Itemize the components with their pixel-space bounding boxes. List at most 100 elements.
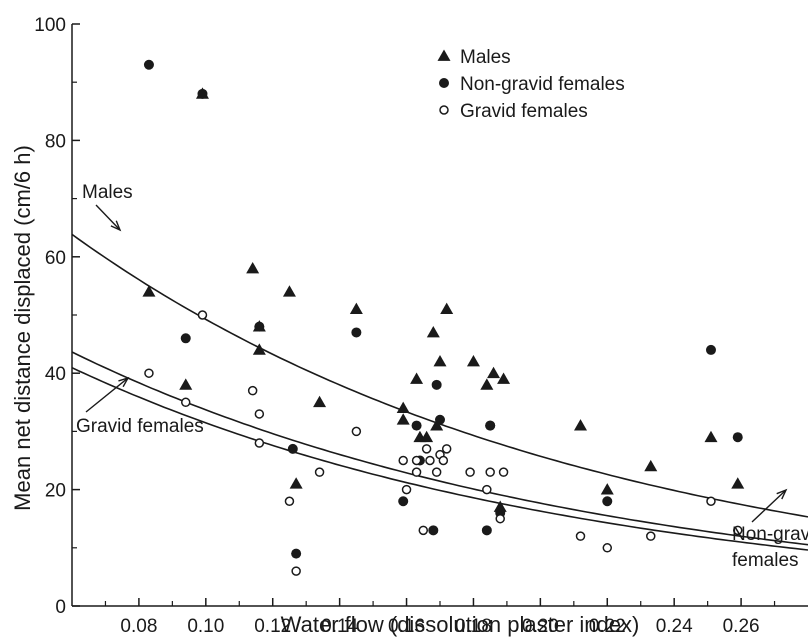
point-filled-triangle [426, 325, 440, 338]
annotation-non-gravid-line2: females [732, 550, 799, 571]
point-filled-circle [481, 525, 492, 536]
point-filled-circle [602, 496, 613, 507]
annotation-non-gravid-line1: Non-gravid [732, 524, 808, 545]
point-open-circle [284, 496, 295, 506]
point-filled-triangle [644, 459, 658, 472]
point-open-circle [254, 409, 265, 419]
point-filled-circle [428, 525, 439, 536]
point-filled-triangle [252, 343, 266, 355]
point-open-circle [485, 467, 495, 477]
fit-curve-2 [71, 366, 808, 551]
point-open-circle [144, 368, 154, 378]
point-open-circle [732, 525, 743, 536]
legend-label-1: Non-gravid females [460, 74, 625, 95]
point-filled-triangle [433, 355, 447, 367]
point-open-circle [431, 467, 442, 477]
point-open-circle [398, 455, 408, 466]
point-filled-triangle [430, 419, 444, 431]
x-tick-label: 0.26 [723, 616, 760, 637]
point-open-circle [180, 397, 191, 408]
legend-label-0: Males [460, 47, 511, 68]
curve-annotations: Males Gravid females Non-gravid females [76, 182, 808, 571]
legend-label-2: Gravid females [460, 101, 588, 122]
point-filled-triangle [349, 302, 363, 315]
point-filled-triangle [574, 419, 588, 431]
x-tick-label: 0.14 [321, 616, 358, 637]
point-filled-circle [287, 443, 298, 454]
point-open-circle [498, 467, 509, 477]
point-open-circle [465, 467, 475, 477]
y-tick-label: 20 [45, 481, 66, 502]
x-tick-label: 0.24 [656, 616, 693, 637]
point-filled-triangle [497, 372, 511, 384]
x-tick-label: 0.10 [187, 616, 224, 637]
point-open-circle [411, 467, 422, 477]
point-filled-triangle [600, 483, 614, 495]
point-filled-circle [197, 88, 208, 99]
x-axis-label: Water flow (dissolution plaster index) [281, 612, 640, 637]
legend-marker-1 [439, 78, 449, 88]
annotation-males-arrow-head [110, 220, 122, 232]
legend-marker-0 [437, 49, 451, 61]
point-filled-triangle [704, 430, 718, 443]
point-filled-triangle [396, 413, 410, 425]
fit-curve-1 [71, 351, 808, 546]
point-filled-circle [485, 420, 496, 431]
x-tick-label: 0.20 [522, 616, 559, 637]
point-filled-triangle [179, 378, 193, 390]
point-open-circle [418, 525, 429, 536]
annotation-males: Males [82, 182, 133, 203]
point-open-circle [247, 385, 258, 396]
point-filled-triangle [282, 285, 296, 297]
point-filled-triangle [396, 401, 410, 413]
x-tick-label: 0.16 [388, 616, 425, 637]
fitted-curves [71, 233, 808, 551]
point-filled-triangle [289, 477, 303, 489]
y-tick-label: 100 [34, 15, 66, 36]
point-filled-circle [351, 327, 362, 338]
annotation-gravid-arrow [85, 377, 129, 413]
point-filled-circle [411, 420, 422, 431]
point-filled-triangle [420, 430, 434, 443]
point-filled-circle [431, 379, 442, 390]
point-open-circle [706, 496, 716, 506]
y-tick-label: 40 [45, 364, 66, 385]
point-filled-triangle [731, 477, 745, 489]
point-filled-triangle [480, 378, 494, 390]
point-open-circle [438, 455, 449, 466]
point-open-circle [401, 484, 412, 495]
point-open-circle [421, 444, 432, 454]
legend-marker-2 [439, 105, 449, 115]
annotation-non-gravid-arrow-head [776, 488, 788, 500]
axes: 0 20 40 60 80 100 0.08 0.10 0.12 0.14 0.16 0.18 0.20… [34, 15, 808, 637]
point-filled-circle [254, 321, 265, 332]
point-open-circle [411, 455, 422, 466]
point-open-circle [602, 543, 613, 553]
annotation-gravid-arrow-head [118, 376, 130, 388]
point-filled-triangle [466, 355, 480, 367]
point-open-circle [291, 566, 301, 576]
point-open-circle [351, 426, 362, 437]
point-open-circle [197, 310, 208, 320]
y-axis-label: Mean net distance displaced (cm/6 h) [10, 145, 35, 511]
x-tick-label: 0.22 [589, 616, 626, 637]
point-open-circle [441, 444, 452, 454]
point-open-circle [254, 438, 265, 448]
point-open-circle [314, 467, 325, 477]
point-open-circle [482, 484, 492, 495]
point-filled-triangle [487, 366, 501, 379]
point-filled-triangle [313, 395, 327, 408]
data-points [142, 59, 745, 576]
point-filled-triangle [246, 261, 260, 274]
point-filled-circle [435, 414, 445, 425]
x-tick-label: 0.18 [455, 616, 492, 637]
x-tick-label: 0.08 [120, 616, 157, 637]
y-tick-label: 60 [45, 248, 66, 269]
point-filled-circle [291, 548, 302, 559]
point-filled-triangle [440, 302, 454, 315]
point-filled-triangle [410, 372, 424, 384]
x-tick-label: 0.12 [254, 616, 291, 637]
point-filled-circle [732, 432, 743, 443]
point-filled-circle [143, 59, 154, 70]
